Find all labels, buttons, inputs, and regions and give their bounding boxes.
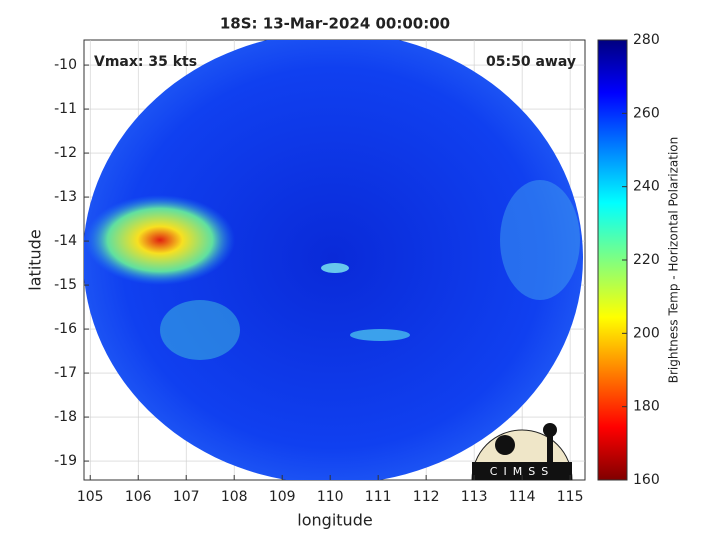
- colorbar-tick-label: 220: [633, 252, 660, 268]
- x-tick-label: 106: [125, 489, 152, 505]
- chart-title: 18S: 13-Mar-2024 00:00:00: [220, 15, 450, 33]
- logo-text: CIMSS: [490, 465, 554, 478]
- annotation: Vmax: 35 kts: [94, 54, 197, 70]
- colorbar-tick-label: 160: [633, 472, 660, 488]
- x-tick-label: 109: [269, 489, 296, 505]
- y-tick-label: -10: [54, 57, 77, 73]
- y-tick-label: -17: [54, 365, 77, 381]
- y-tick-label: -14: [54, 233, 77, 249]
- logo: CIMSS: [471, 423, 573, 481]
- convection: [85, 195, 235, 285]
- colorbar-tick-label: 180: [633, 399, 660, 415]
- x-tick-label: 114: [509, 489, 536, 505]
- colorbar-label: Brightness Temp - Horizontal Polarizatio…: [667, 137, 681, 384]
- x-tick-label: 113: [461, 489, 488, 505]
- colorbar-tick-label: 240: [633, 179, 660, 195]
- y-tick-label: -15: [54, 277, 77, 293]
- y-tick-label: -19: [54, 453, 77, 469]
- cloud: [500, 180, 580, 300]
- x-tick-label: 105: [77, 489, 104, 505]
- colorbar-tick-label: 280: [633, 32, 660, 48]
- x-tick-label: 112: [413, 489, 440, 505]
- convection: [160, 300, 240, 360]
- x-tick-label: 107: [173, 489, 200, 505]
- x-tick-label: 110: [317, 489, 344, 505]
- y-axis-label: latitude: [26, 229, 45, 290]
- cloud: [350, 329, 410, 341]
- annotation: 05:50 away: [486, 54, 576, 70]
- y-tick-label: -18: [54, 409, 77, 425]
- x-tick-label: 111: [365, 489, 392, 505]
- cloud: [321, 263, 349, 273]
- colorbar-tick-label: 200: [633, 325, 660, 341]
- colorbar-tick-label: 260: [633, 105, 660, 121]
- y-tick-label: -12: [54, 145, 77, 161]
- x-axis-label: longitude: [297, 511, 372, 530]
- y-tick-label: -11: [54, 101, 77, 117]
- x-tick-label: 108: [221, 489, 248, 505]
- swath: [84, 40, 583, 480]
- y-tick-label: -13: [54, 189, 77, 205]
- x-tick-label: 115: [557, 489, 584, 505]
- y-tick-label: -16: [54, 321, 77, 337]
- image: [84, 40, 583, 480]
